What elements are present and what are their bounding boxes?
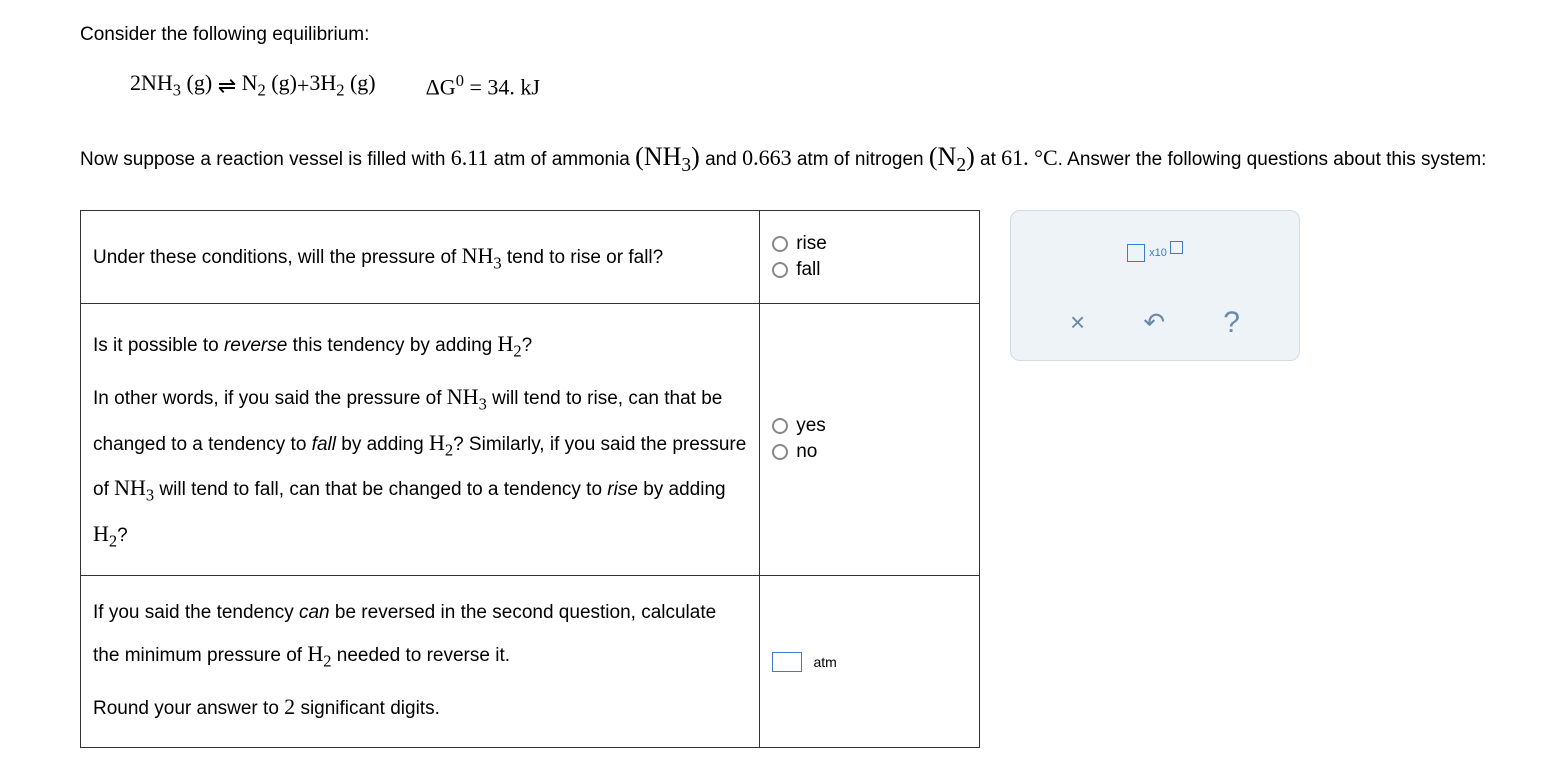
radio-rise[interactable]: rise bbox=[772, 233, 967, 255]
radio-fall[interactable]: fall bbox=[772, 259, 967, 281]
x10-label: x10 bbox=[1149, 247, 1167, 259]
q3-answer: atm bbox=[760, 575, 980, 747]
q2-text: Is it possible to reverse this tendency … bbox=[81, 303, 760, 575]
exponent-box[interactable] bbox=[1170, 241, 1183, 254]
tool-panel: x10 × ↶ ? bbox=[1010, 210, 1300, 361]
undo-icon[interactable]: ↶ bbox=[1143, 307, 1165, 338]
equilibrium-equation: 2NH3 (g) ⇌ N2 (g) + 3H2 (g) ΔG0 = 34. kJ bbox=[130, 70, 1558, 100]
radio-icon[interactable] bbox=[772, 444, 788, 460]
question-table: Under these conditions, will the pressur… bbox=[80, 210, 980, 748]
radio-yes[interactable]: yes bbox=[772, 415, 967, 437]
question-row-2: Is it possible to reverse this tendency … bbox=[81, 303, 980, 575]
q2-answer: yes no bbox=[760, 303, 980, 575]
eq-arrow: ⇌ bbox=[218, 73, 236, 99]
unit-label: atm bbox=[813, 654, 836, 670]
radio-icon[interactable] bbox=[772, 236, 788, 252]
question-row-3: If you said the tendency can be reversed… bbox=[81, 575, 980, 747]
tool-buttons: × ↶ ? bbox=[1041, 306, 1269, 340]
q3-text: If you said the tendency can be reversed… bbox=[81, 575, 760, 747]
sci-notation-tool[interactable]: x10 bbox=[1041, 241, 1269, 266]
radio-label: fall bbox=[796, 259, 820, 281]
eq-product1: N2 (g) bbox=[242, 70, 297, 100]
question-row-1: Under these conditions, will the pressur… bbox=[81, 210, 980, 303]
radio-label: yes bbox=[796, 415, 826, 437]
q1-text: Under these conditions, will the pressur… bbox=[81, 210, 760, 303]
content-row: Under these conditions, will the pressur… bbox=[80, 210, 1558, 748]
coefficient-box[interactable] bbox=[1127, 244, 1145, 262]
problem-description: Now suppose a reaction vessel is filled … bbox=[80, 131, 1558, 185]
close-icon[interactable]: × bbox=[1070, 307, 1085, 338]
q1-answer: rise fall bbox=[760, 210, 980, 303]
radio-label: rise bbox=[796, 233, 827, 255]
eq-reactant: 2NH3 (g) bbox=[130, 70, 212, 100]
radio-label: no bbox=[796, 441, 817, 463]
radio-no[interactable]: no bbox=[772, 441, 967, 463]
help-icon[interactable]: ? bbox=[1223, 306, 1240, 340]
radio-icon[interactable] bbox=[772, 418, 788, 434]
pressure-input[interactable] bbox=[772, 652, 802, 672]
eq-plus: + bbox=[297, 73, 309, 99]
intro-text: Consider the following equilibrium: bbox=[80, 20, 1558, 50]
radio-icon[interactable] bbox=[772, 262, 788, 278]
eq-product2: 3H2 (g) bbox=[309, 70, 375, 100]
eq-delta-g: ΔG0 = 34. kJ bbox=[426, 71, 540, 100]
